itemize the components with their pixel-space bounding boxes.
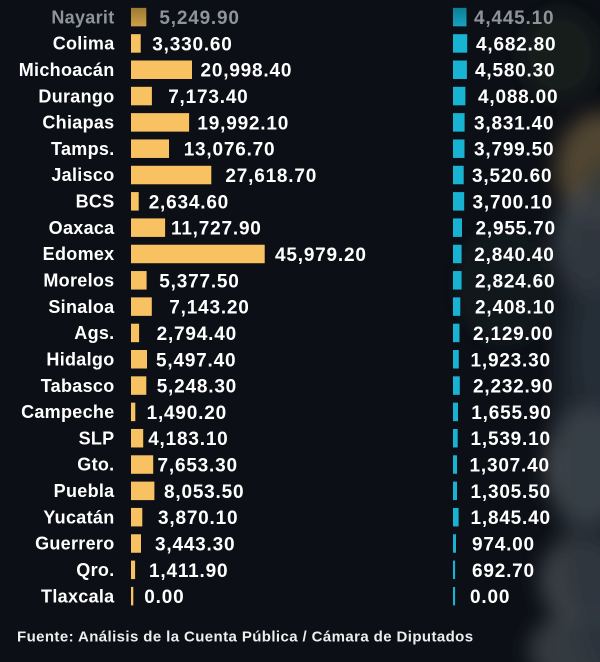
svg-text:4,088.00: 4,088.00 (478, 87, 558, 108)
svg-text:1,923.30: 1,923.30 (471, 350, 551, 371)
svg-text:Oaxaca: Oaxaca (49, 218, 116, 238)
svg-text:Puebla: Puebla (54, 481, 116, 501)
svg-text:Sinaloa: Sinaloa (48, 297, 115, 317)
svg-text:3,520.60: 3,520.60 (472, 166, 552, 187)
svg-text:Ags.: Ags. (74, 323, 114, 343)
svg-text:Campeche: Campeche (21, 402, 114, 422)
svg-text:Morelos: Morelos (43, 271, 114, 291)
svg-text:3,700.10: 3,700.10 (473, 192, 553, 213)
svg-text:SLP: SLP (79, 428, 115, 448)
svg-text:3,330.60: 3,330.60 (152, 34, 232, 55)
svg-text:Tamps.: Tamps. (51, 139, 114, 159)
svg-text:Qro.: Qro. (76, 560, 114, 580)
svg-text:4,580.30: 4,580.30 (475, 61, 555, 82)
svg-text:7,653.30: 7,653.30 (158, 456, 238, 477)
svg-text:Tabasco: Tabasco (41, 376, 115, 396)
svg-text:0.00: 0.00 (144, 587, 184, 608)
svg-text:Nayarit: Nayarit (51, 7, 114, 27)
svg-text:3,443.30: 3,443.30 (155, 535, 235, 556)
svg-text:2,824.60: 2,824.60 (475, 271, 555, 292)
svg-text:Gto.: Gto. (77, 455, 114, 475)
svg-text:2,232.90: 2,232.90 (473, 377, 553, 398)
svg-text:1,845.40: 1,845.40 (471, 508, 551, 529)
svg-text:Fuente: Análisis de la Cuenta: Fuente: Análisis de la Cuenta Pública / … (17, 629, 473, 646)
svg-text:Tlaxcala: Tlaxcala (41, 586, 115, 606)
svg-text:5,377.50: 5,377.50 (159, 271, 239, 292)
svg-text:2,794.40: 2,794.40 (157, 324, 237, 345)
svg-text:1,539.10: 1,539.10 (471, 429, 551, 450)
svg-text:Colima: Colima (53, 34, 116, 54)
svg-text:7,143.20: 7,143.20 (169, 298, 249, 319)
svg-text:Durango: Durango (38, 86, 114, 106)
svg-text:2,408.10: 2,408.10 (475, 298, 555, 319)
svg-text:27,618.70: 27,618.70 (225, 166, 317, 187)
svg-text:692.70: 692.70 (472, 561, 535, 582)
svg-text:Hidalgo: Hidalgo (46, 350, 114, 370)
svg-text:3,831.40: 3,831.40 (474, 113, 554, 134)
svg-text:5,248.30: 5,248.30 (157, 377, 237, 398)
svg-text:8,053.50: 8,053.50 (164, 482, 244, 503)
svg-text:4,445.10: 4,445.10 (474, 8, 554, 29)
svg-text:Michoacán: Michoacán (19, 60, 115, 80)
svg-text:BCS: BCS (76, 192, 115, 212)
svg-text:7,173.40: 7,173.40 (168, 87, 248, 108)
svg-text:4,183.10: 4,183.10 (148, 429, 228, 450)
svg-text:11,727.90: 11,727.90 (171, 219, 262, 240)
svg-text:Edomex: Edomex (43, 244, 115, 264)
svg-text:3,870.10: 3,870.10 (158, 508, 238, 529)
svg-text:3,799.50: 3,799.50 (474, 140, 554, 161)
svg-text:1,305.50: 1,305.50 (471, 482, 551, 503)
svg-text:1,411.90: 1,411.90 (149, 561, 228, 582)
svg-text:2,634.60: 2,634.60 (149, 192, 229, 213)
svg-text:19,992.10: 19,992.10 (197, 113, 289, 134)
svg-text:13,076.70: 13,076.70 (184, 140, 276, 161)
svg-text:2,129.00: 2,129.00 (473, 324, 553, 345)
svg-text:Jalisco: Jalisco (51, 165, 114, 185)
svg-text:0.00: 0.00 (470, 587, 510, 608)
svg-text:2,840.40: 2,840.40 (474, 245, 554, 266)
svg-text:2,955.70: 2,955.70 (476, 219, 556, 240)
svg-text:1,307.40: 1,307.40 (470, 456, 550, 477)
svg-text:Yucatán: Yucatán (43, 507, 114, 527)
svg-text:1,490.20: 1,490.20 (147, 403, 227, 424)
svg-text:5,249.90: 5,249.90 (159, 8, 239, 29)
svg-text:45,979.20: 45,979.20 (275, 245, 367, 266)
svg-text:974.00: 974.00 (472, 535, 535, 556)
svg-text:Chiapas: Chiapas (42, 113, 114, 133)
svg-text:4,682.80: 4,682.80 (476, 34, 556, 55)
svg-text:5,497.40: 5,497.40 (156, 350, 236, 371)
svg-text:Guerrero: Guerrero (35, 534, 114, 554)
svg-text:1,655.90: 1,655.90 (471, 403, 551, 424)
svg-text:20,998.40: 20,998.40 (201, 61, 293, 82)
